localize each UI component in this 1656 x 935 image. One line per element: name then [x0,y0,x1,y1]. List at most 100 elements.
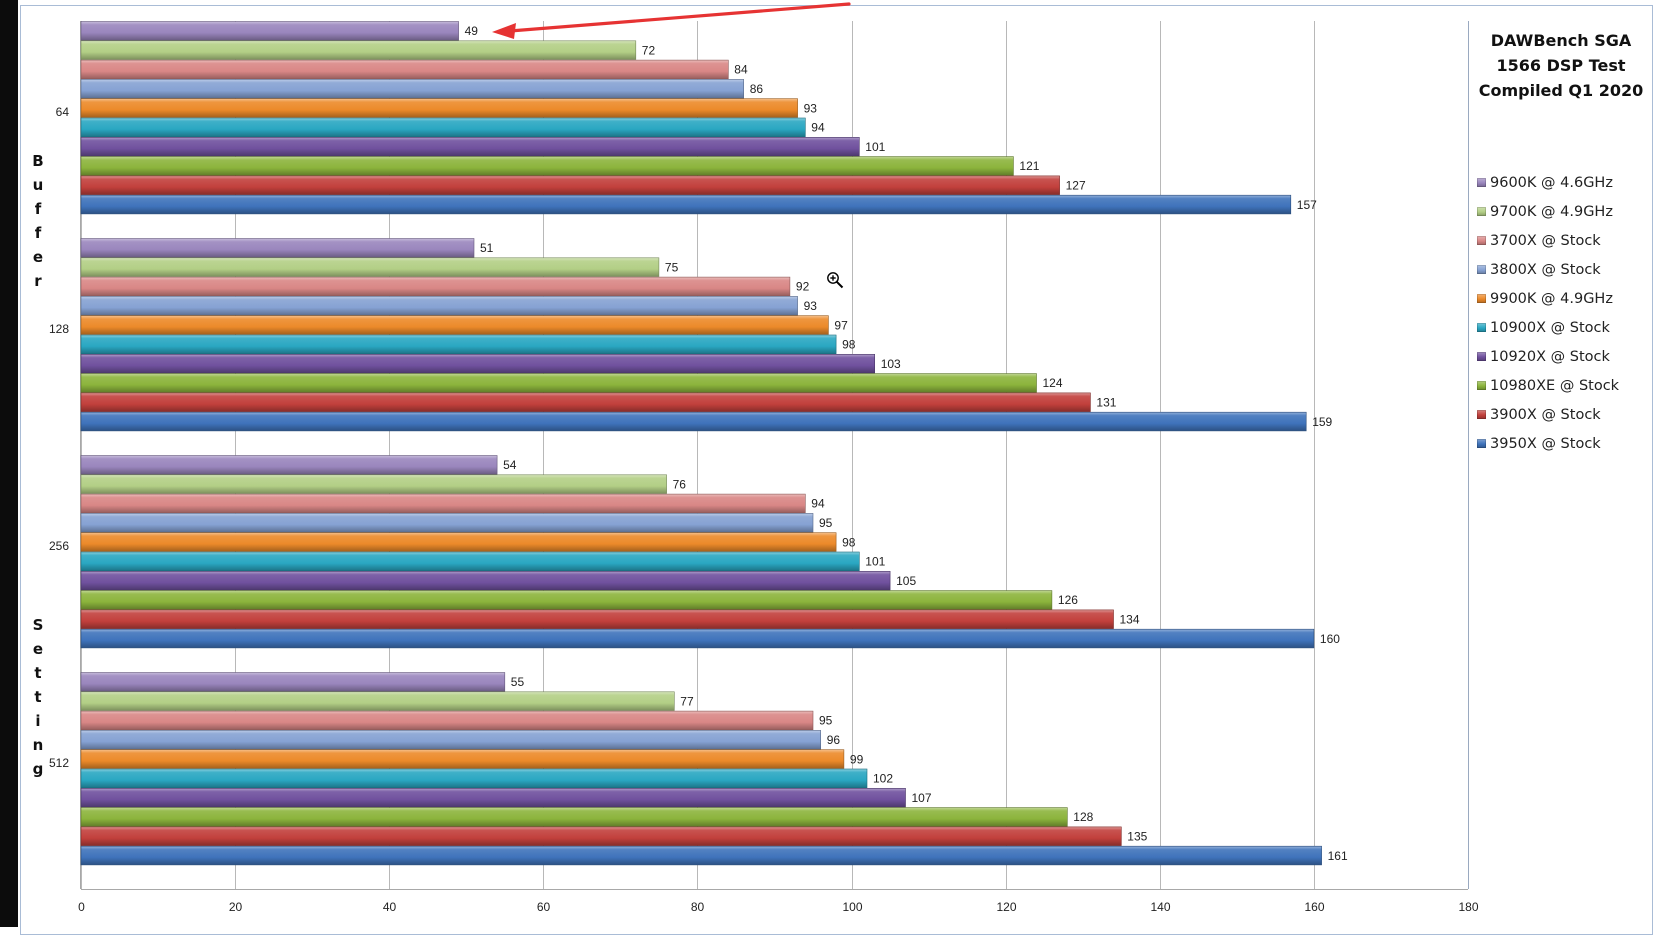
bar [80,257,660,277]
legend-swatch [1477,294,1486,303]
bar [80,532,837,552]
bar [80,787,906,808]
x-tick-labels: 0 20 40 60 80 100 120 140 160 180 [78,900,1479,914]
bar [80,628,1315,649]
bar [80,59,729,80]
legend: 9600K @ 4.6GHz 9700K @ 4.9GHz 3700X @ Stoc… [1477,168,1655,458]
value-label: 94 [811,497,825,511]
bar [80,194,1292,215]
legend-swatch [1477,410,1486,419]
x-tick-label: 100 [842,900,862,914]
legend-label: 9600K @ 4.6GHz [1490,174,1613,191]
value-label: 134 [1120,613,1140,627]
bar [80,513,814,533]
x-tick-label: 120 [996,900,1016,914]
value-label: 105 [896,574,916,588]
bar [80,807,1068,827]
bars [80,21,1322,866]
arrow-head [492,23,516,39]
bar [80,749,845,769]
bar [80,334,837,355]
legend-swatch [1477,236,1486,245]
value-label: 103 [881,357,901,371]
legend-swatch [1477,381,1486,390]
x-tick-label: 140 [1150,900,1170,914]
value-label: 94 [811,121,825,135]
category-label: 256 [49,539,69,553]
legend-swatch [1477,439,1486,448]
bar [80,493,806,514]
bar [80,175,1060,195]
title-line-1: DAWBench SGA [1490,31,1632,50]
bar [80,474,667,494]
svg-text:f: f [35,200,42,218]
bar [80,691,675,711]
legend-label: 10980XE @ Stock [1490,377,1620,394]
value-label: 93 [804,299,818,313]
bar [80,455,498,475]
value-label: 101 [865,555,885,569]
x-tick-label: 180 [1458,900,1478,914]
window-edge [0,0,18,927]
value-label: 161 [1328,849,1348,863]
bar [80,845,1322,866]
legend-item: 10980XE @ Stock [1477,371,1655,400]
value-label: 75 [665,260,679,274]
legend-swatch [1477,178,1486,187]
legend-swatch [1477,323,1486,332]
arrow-shaft [508,2,851,33]
bar [80,730,822,750]
value-label: 159 [1312,415,1332,429]
bar [80,373,1037,393]
legend-swatch [1477,352,1486,361]
value-label: 76 [673,477,687,491]
bar [80,137,860,157]
value-label: 84 [734,63,748,77]
svg-text:S: S [33,616,44,634]
value-label: 95 [819,714,833,728]
bar [80,710,814,731]
value-label: 86 [750,82,764,96]
value-label: 95 [819,516,833,530]
bar [80,392,1091,412]
value-label: 72 [642,43,656,57]
value-label: 102 [873,772,893,786]
svg-text:t: t [34,664,41,682]
legend-label: 3950X @ Stock [1490,435,1601,452]
bar [80,768,868,789]
title-line-2: 1566 DSP Test [1496,56,1626,75]
value-label: 124 [1043,376,1063,390]
legend-label: 10900X @ Stock [1490,319,1610,336]
value-label: 98 [842,338,856,352]
value-label: 93 [804,101,818,115]
axes [80,21,1468,890]
svg-text:r: r [34,272,42,290]
x-tick-label: 0 [78,900,85,914]
legend-item: 3900X @ Stock [1477,400,1655,429]
value-label: 49 [465,24,479,38]
bar [80,156,1014,176]
value-label: 101 [865,140,885,154]
legend-item: 3800X @ Stock [1477,255,1655,284]
svg-text:t: t [34,688,41,706]
zoom-in-cursor-icon [826,271,844,289]
annotation-arrow [492,2,851,39]
bar [80,79,745,99]
svg-text:n: n [33,736,44,754]
value-label: 98 [842,535,856,549]
value-label: 51 [480,241,494,255]
legend-item: 10920X @ Stock [1477,342,1655,371]
legend-label: 3800X @ Stock [1490,261,1601,278]
legend-swatch [1477,207,1486,216]
value-label: 99 [850,752,864,766]
value-label: 97 [834,318,848,332]
value-label: 157 [1297,198,1317,212]
bar [80,672,506,692]
legend-label: 9900K @ 4.9GHz [1490,290,1613,307]
bar [80,40,637,60]
svg-text:e: e [33,248,43,266]
